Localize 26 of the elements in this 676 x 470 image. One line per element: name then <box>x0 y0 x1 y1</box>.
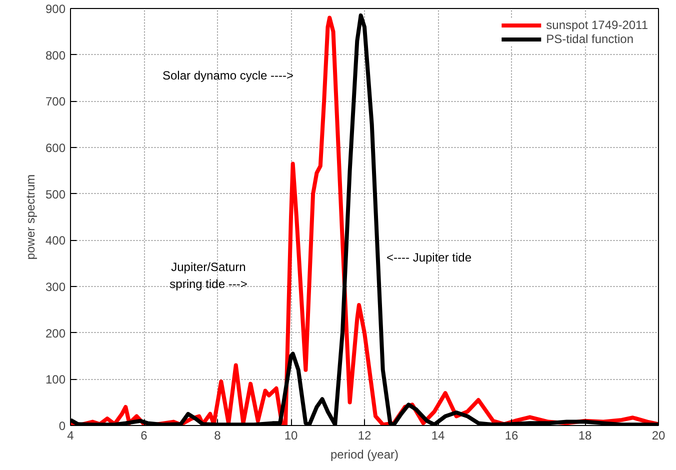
x-tick-label: 18 <box>578 428 592 442</box>
annotation: Solar dynamo cycle ----> <box>162 68 294 82</box>
y-tick-label: 900 <box>45 2 66 16</box>
y-tick-label: 800 <box>45 48 66 62</box>
x-tick-label: 12 <box>358 428 372 442</box>
y-tick-label: 400 <box>45 234 66 248</box>
x-axis-title: period (year) <box>330 448 399 462</box>
x-tick-label: 8 <box>214 428 222 442</box>
y-tick-label: 100 <box>45 372 66 387</box>
x-tick-label: 4 <box>67 428 74 442</box>
x-tick-label: 16 <box>504 428 518 442</box>
y-tick-label: 300 <box>45 280 66 294</box>
y-tick-label: 500 <box>45 187 66 202</box>
x-tick-label: 14 <box>431 428 445 442</box>
x-tick-label: 20 <box>652 428 666 442</box>
legend-label: sunspot 1749-2011 <box>546 18 648 32</box>
y-tick-label: 700 <box>45 94 66 109</box>
x-tick-label: 10 <box>284 428 298 442</box>
y-tick-label: 0 <box>58 419 66 433</box>
annotation: <---- Jupiter tide <box>386 250 472 264</box>
y-axis-title: power spectrum <box>23 174 38 260</box>
y-tick-label: 600 <box>45 141 66 155</box>
y-tick-label: 200 <box>45 326 66 340</box>
annotation: Jupiter/Saturn spring tide ---> <box>170 260 248 291</box>
x-tick-label: 6 <box>140 428 148 442</box>
legend-label: PS-tidal function <box>546 32 634 46</box>
